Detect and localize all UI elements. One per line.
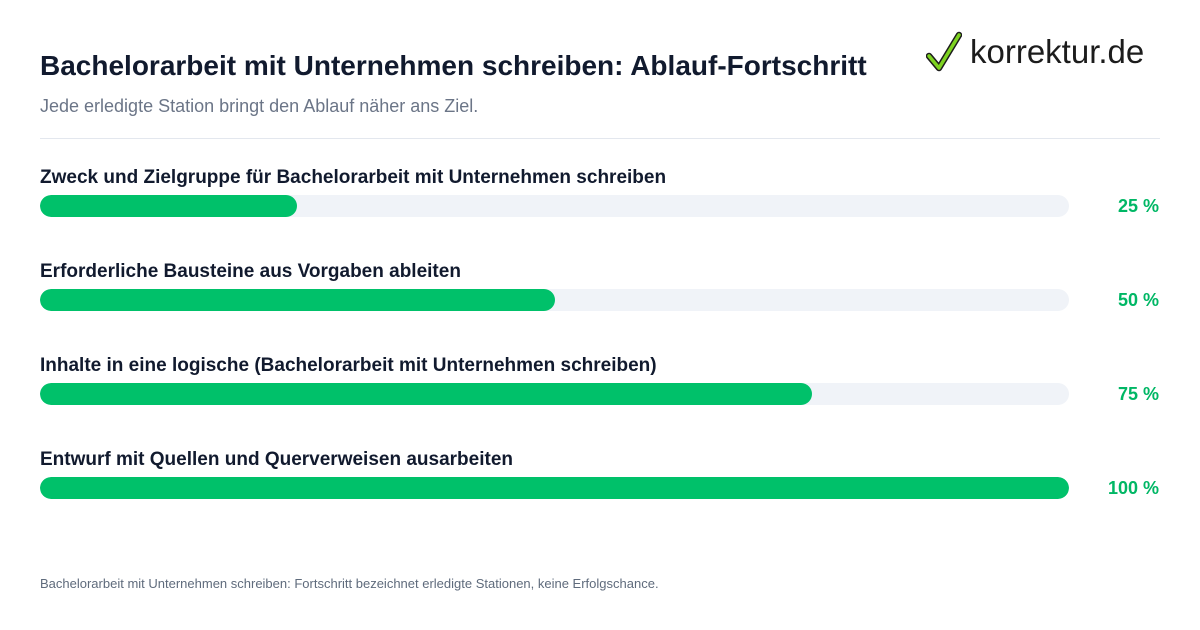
progress-label: Inhalte in eine logische (Bachelorarbeit… [40,355,657,376]
progress-bar [40,383,812,405]
checkmark-icon [926,31,962,72]
progress-value: 50 % [1117,290,1159,310]
progress-track [40,195,1069,217]
progress-value: 100 % [1107,478,1159,498]
progress-label: Erforderliche Bausteine aus Vorgaben abl… [40,261,461,282]
header-divider [40,138,1160,139]
progress-track [40,477,1069,499]
progress-bar [40,289,555,311]
chart-title: Bachelorarbeit mit Unternehmen schreiben… [40,50,867,81]
brand-name: korrektur.de [970,33,1145,70]
progress-list: Zweck und Zielgruppe für Bachelorarbeit … [40,165,1160,541]
progress-row: Entwurf mit Quellen und Querverweisen au… [40,447,1160,541]
brand-logo: korrektur.de [926,30,1144,74]
progress-bar [40,477,1069,499]
progress-label: Entwurf mit Quellen und Querverweisen au… [40,449,513,470]
progress-bar [40,195,298,217]
chart-subtitle: Jede erledigte Station bringt den Ablauf… [40,96,479,116]
progress-row: Erforderliche Bausteine aus Vorgaben abl… [40,259,1160,353]
progress-row: Zweck und Zielgruppe für Bachelorarbeit … [40,165,1160,259]
progress-value: 25 % [1117,196,1159,216]
progress-track [40,383,1069,405]
progress-value: 75 % [1117,384,1159,404]
progress-row: Inhalte in eine logische (Bachelorarbeit… [40,353,1160,447]
footnote: Bachelorarbeit mit Unternehmen schreiben… [40,576,659,591]
progress-track [40,289,1069,311]
progress-label: Zweck und Zielgruppe für Bachelorarbeit … [40,167,667,188]
